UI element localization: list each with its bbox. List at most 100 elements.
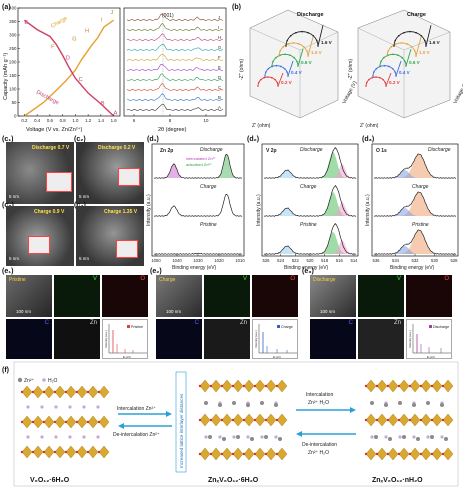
right-octahedron — [409, 413, 421, 427]
eis-point — [379, 76, 381, 79]
zn-discharge-curve — [153, 153, 243, 179]
map-e3-v: V — [358, 275, 404, 317]
eis-point — [395, 43, 397, 45]
legend-adsorbed: adsorbed Zn²⁺ — [186, 162, 212, 167]
panel-a-label: (a) — [2, 4, 11, 11]
right-octahedron — [442, 413, 454, 427]
eis-point — [287, 43, 289, 45]
mid-oxygen — [209, 384, 213, 388]
map-e3-o-label: O — [444, 276, 449, 282]
map-e1-zn: Zn — [54, 319, 100, 359]
eis-point — [282, 45, 285, 48]
left-water — [82, 435, 86, 439]
map-e1-o: O — [102, 275, 148, 317]
xps-tick-label: 1010 — [235, 258, 245, 263]
eis-discharge-curves: 0.2 V 0.4 V 0.6 V 1.0 V 1.6 V — [257, 25, 333, 87]
left-octahedron — [43, 415, 55, 429]
mid-oxygen — [275, 384, 279, 388]
xps-v-title: V 2p — [266, 148, 277, 154]
eis-point — [287, 75, 289, 77]
eis-point — [400, 42, 403, 44]
xps-tick-label: 522 — [292, 258, 300, 263]
o-curve-2 — [373, 229, 457, 255]
left-octahedron — [54, 415, 66, 429]
left-water — [68, 405, 72, 409]
left-oxygen — [86, 390, 90, 394]
xrd-letter-i: I — [218, 25, 219, 30]
left-oxygen — [53, 390, 57, 394]
eds-e2-svg: Charge Intensity (a.u.) E (eV) — [254, 324, 297, 358]
left-oxygen — [53, 420, 57, 424]
mid-oxygen — [253, 452, 257, 456]
tem-c2-caption: Discharge 0.2 V — [98, 145, 136, 151]
eis-voltage-label: 0.2 V — [389, 80, 401, 85]
left-oxygen — [42, 450, 46, 454]
structure-left — [20, 385, 110, 459]
mid-zinc — [250, 437, 254, 441]
eds-spectrum-e2: Charge Intensity (a.u.) E (eV) — [252, 319, 298, 359]
right-zinc — [402, 435, 406, 439]
right-oxygen — [397, 418, 401, 422]
eis-point — [306, 50, 308, 52]
a-ytick-label: 200 — [9, 60, 17, 65]
panel-d3-label: (d₃) — [362, 136, 374, 143]
eis-point — [397, 54, 399, 56]
eis-point — [296, 60, 298, 63]
left-octahedron — [43, 445, 55, 459]
xps-o-xlabel: Binding energy (eV) — [390, 265, 435, 271]
a-ytick-label: 250 — [9, 46, 17, 51]
right-oxygen — [408, 384, 412, 388]
eis-point — [380, 60, 382, 63]
eis-point — [272, 60, 274, 63]
panel-e3-label: (e₃) — [302, 268, 314, 275]
right-octahedron — [365, 379, 377, 393]
v-fill-b2 — [264, 232, 356, 254]
left-octahedron — [32, 415, 44, 429]
state-letter-e: E — [24, 20, 28, 26]
xps-o-ylabel: Intensity (a.u.) — [365, 194, 371, 226]
eis-point — [284, 53, 286, 56]
right-octahedron — [376, 447, 388, 461]
v-fill-b0 — [264, 152, 356, 178]
a-ytick-label: 0 — [14, 114, 17, 119]
right-octahedron — [442, 379, 454, 393]
xrd-pattern-g — [126, 44, 224, 51]
xrd-xtick-label: 10 — [204, 118, 209, 123]
legend-intercalated: intercalated Zn²⁺ — [186, 156, 216, 161]
right-zinc — [416, 437, 420, 441]
mid-octahedron — [232, 379, 244, 393]
panel-f: (f) Zn²⁺ H₂O Intercalation Zn²⁺ De-inter… — [2, 361, 459, 487]
right-octahedron — [376, 413, 388, 427]
mid-zinc — [208, 435, 212, 439]
map-e2-c-label: C — [194, 320, 199, 326]
eis-voltage-label: 1.6 V — [429, 40, 441, 45]
left-water — [26, 405, 30, 409]
right-oxygen — [430, 418, 434, 422]
xrd-letter-d: D — [218, 75, 221, 80]
eis-point — [373, 71, 375, 73]
right-octahedron — [387, 379, 399, 393]
left-octahedron — [76, 415, 88, 429]
left-octahedron — [87, 445, 99, 459]
eis-charge-curves: 0.2 V 0.4 V 0.6 V 1.0 V 1.6 V — [365, 25, 441, 87]
left-oxygen — [97, 420, 101, 424]
left-octahedron — [65, 385, 77, 399]
eis-point — [277, 85, 279, 87]
sem-e2-scale: 100 nm — [166, 309, 182, 314]
mid-oxygen — [198, 384, 202, 388]
xrd-pattern-a — [126, 103, 224, 111]
v-fill-a0 — [264, 170, 356, 178]
eis-point — [375, 67, 378, 70]
mid-octahedron — [265, 413, 277, 427]
v-fill-b1 — [264, 192, 356, 216]
h2o-legend-icon — [42, 378, 46, 382]
mid-oxygen — [242, 384, 246, 388]
left-octahedron — [21, 415, 33, 429]
a-xtick-label: 0.2 — [21, 118, 28, 123]
xrd-letter-e: E — [218, 65, 221, 70]
right-octahedron — [365, 413, 377, 427]
eis-point — [368, 78, 370, 81]
